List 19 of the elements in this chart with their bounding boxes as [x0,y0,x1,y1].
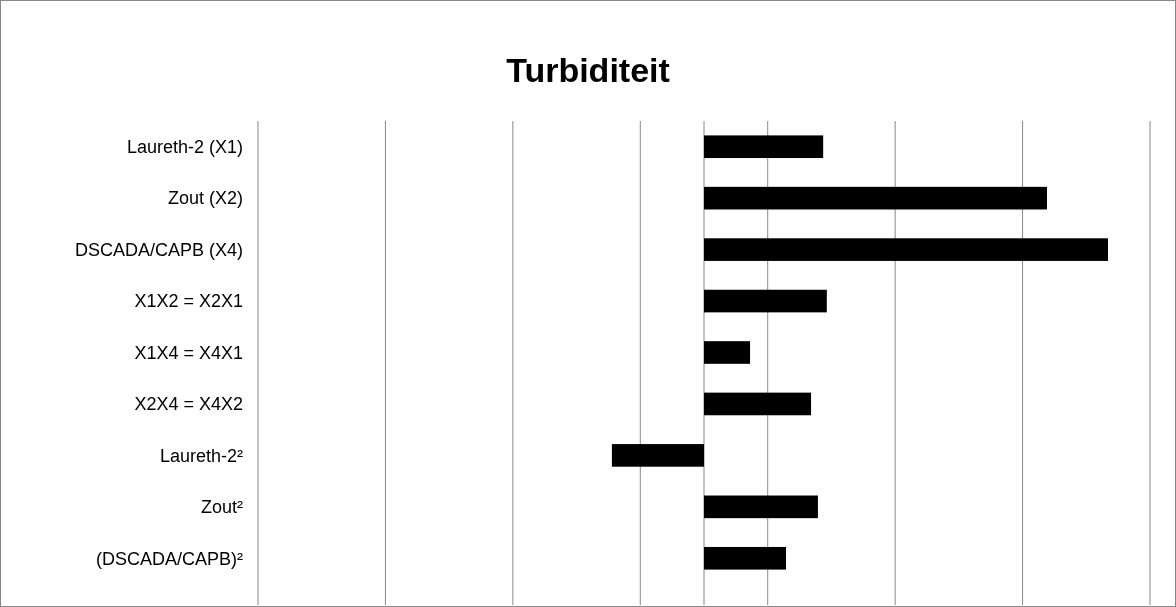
bar [704,392,812,416]
y-tick-label: Laureth-2² [159,445,243,466]
chart-title: Turbiditeit [506,51,670,89]
y-tick-label: X1X2 = X2X1 [134,291,243,312]
y-tick-label: Zout² [200,497,243,518]
y-tick-label: X2X4 = X4X2 [134,394,243,415]
bar [704,289,827,313]
y-tick-label: Laureth-2 (X1) [126,137,243,158]
bar [704,495,818,519]
bar [611,444,704,467]
y-tick-label: Zout (X2) [167,188,243,209]
bar [704,341,751,364]
bar [704,546,787,570]
bar [704,186,1047,210]
y-tick-label: X1X4 = X4X1 [134,342,243,363]
y-tick-label: (DSCADA/CAPB)² [95,548,243,569]
y-tick-label: DSCADA/CAPB (X4) [74,239,243,260]
bar [704,238,1108,261]
bar [704,135,824,159]
